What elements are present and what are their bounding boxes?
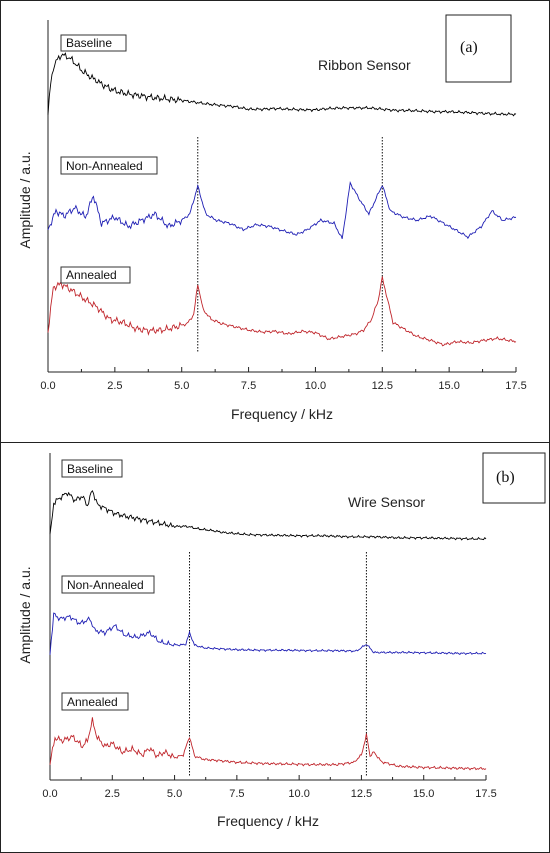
panel-a-series-label: Baseline xyxy=(66,36,112,50)
panel-a-tag: (a) xyxy=(460,39,478,56)
panel-b-series-label: Baseline xyxy=(67,462,113,476)
panel-a-xlabel: Frequency / kHz xyxy=(231,406,333,422)
panel-a-series-baseline xyxy=(47,52,517,117)
panel-b-series-non-annealed xyxy=(49,612,487,656)
panel-b-xlabel: Frequency / kHz xyxy=(217,813,319,829)
panel-a-series-annealed xyxy=(47,276,517,347)
panel-a-series-label: Annealed xyxy=(66,268,117,282)
panel-a-series-label-box xyxy=(60,156,158,175)
panel-b-x-tick-label: 2.5 xyxy=(105,788,120,800)
panel-a-series-label: Non-Annealed xyxy=(66,159,143,173)
panel-a-x-tick-label: 12.5 xyxy=(372,380,393,392)
panel-b-ylabel: Amplitude / a.u. xyxy=(17,566,33,663)
panel-a-series-non-annealed xyxy=(47,181,517,240)
panel-b-x-tick-label: 10.0 xyxy=(288,788,309,800)
panel-a-series-label-box xyxy=(60,266,131,284)
panel-b-series-label: Annealed xyxy=(67,695,118,709)
panel-a-x-tick-label: 10.0 xyxy=(305,380,326,392)
panel-a-ylabel: Amplitude / a.u. xyxy=(17,151,33,248)
panel-b-x-tick-label: 7.5 xyxy=(229,788,244,800)
panel-b-series-baseline xyxy=(49,489,487,541)
panel-b-series-label-box xyxy=(61,459,123,478)
panel-a-x-tick-label: 7.5 xyxy=(241,380,256,392)
panel-b-x-tick-label: 0.0 xyxy=(42,788,57,800)
panel-b-series-label-box xyxy=(61,575,155,594)
panel-b-tag: (b) xyxy=(496,469,515,486)
panel-a-x-tick-label: 17.5 xyxy=(505,380,526,392)
panel-a-x-tick-label: 0.0 xyxy=(40,380,55,392)
panel-b: (b) Wire Sensor Frequency / kHz Amplitud… xyxy=(17,452,546,829)
panel-a-tag-box xyxy=(445,14,512,83)
panel-a-x-tick-label: 5.0 xyxy=(174,380,189,392)
panel-b-series-annealed xyxy=(49,717,487,771)
panel-b-x-tick-label: 15.0 xyxy=(413,788,434,800)
panel-b-x-tick-label: 12.5 xyxy=(351,788,372,800)
panel-b-x-tick-label: 5.0 xyxy=(167,788,182,800)
panel-b-series-label: Non-Annealed xyxy=(67,578,144,592)
panel-b-sensor-label: Wire Sensor xyxy=(348,494,425,510)
panel-a-sensor-label: Ribbon Sensor xyxy=(318,57,411,73)
panel-b-tag-box xyxy=(482,452,546,504)
panel-a-x-tick-label: 15.0 xyxy=(438,380,459,392)
panel-a-series-label-box xyxy=(60,34,127,52)
panel-b-series-label-box xyxy=(61,692,129,711)
panel-a: (a) Ribbon Sensor Frequency / kHz Amplit… xyxy=(17,14,527,422)
panel-a-x-tick-label: 2.5 xyxy=(107,380,122,392)
panel-b-x-tick-label: 17.5 xyxy=(475,788,496,800)
